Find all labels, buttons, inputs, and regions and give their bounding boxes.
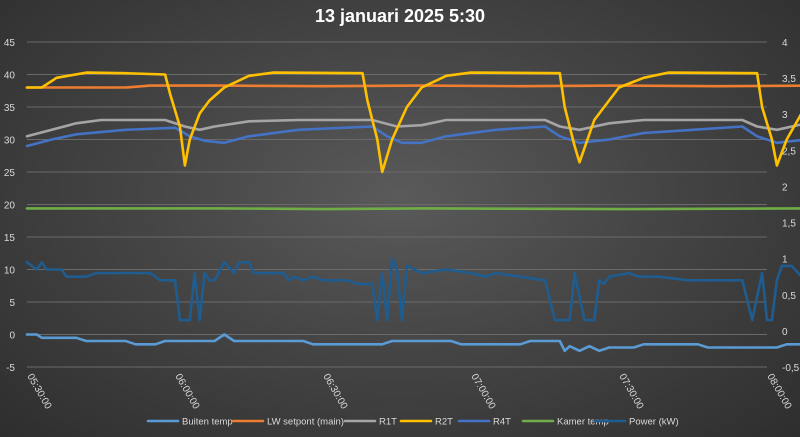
y-left-tick-label: 10	[4, 266, 16, 277]
y-right-tick-label: 2,5	[782, 146, 796, 157]
y-left-tick-label: 30	[4, 136, 16, 147]
series-line	[25, 118, 800, 138]
series-line	[25, 333, 800, 353]
plot-series	[25, 71, 800, 353]
series-line	[25, 71, 800, 174]
chart-title: 13 januari 2025 5:30	[314, 6, 486, 26]
gridlines	[27, 41, 767, 368]
x-tick-label: 07:30:00	[616, 372, 645, 412]
x-tick-label: 07:00:00	[468, 372, 497, 412]
y-right-tick-label: 0,5	[782, 291, 796, 302]
legend-label: R4T	[493, 417, 511, 428]
legend-label: R2T	[435, 417, 453, 428]
x-tick-label: 06:30:00	[320, 372, 349, 412]
x-axis: 05:30:00 06:00:00 06:30:00 07:00:00 07:30:00…	[24, 372, 793, 412]
y-left-tick-label: -5	[6, 363, 15, 374]
series-line	[25, 84, 800, 89]
y-right-tick-label: 3,5	[782, 74, 796, 85]
legend-label: Kamer temp	[557, 417, 609, 428]
x-tick-label: 05:30:00	[24, 372, 53, 412]
legend-label: Power (kW)	[629, 417, 679, 428]
y-left-tick-label: 25	[4, 168, 16, 179]
y-left-tick-label: 5	[9, 298, 15, 309]
y-right-tick-label: 4	[782, 38, 788, 49]
y-axis-left: -5 0 5 10 15 20 25 30 35 40 45	[4, 38, 16, 374]
y-right-tick-label: 3	[782, 110, 788, 121]
x-tick-label: 06:00:00	[172, 372, 201, 412]
y-left-tick-label: 0	[9, 331, 15, 342]
series-line	[25, 257, 800, 322]
y-left-tick-label: 20	[4, 201, 16, 212]
y-right-tick-label: 0	[782, 327, 788, 338]
legend-label: Buiten temp	[182, 417, 233, 428]
y-right-tick-label: 2	[782, 182, 788, 193]
y-right-tick-label: 1	[782, 255, 788, 266]
y-right-tick-label: -0,5	[782, 363, 800, 374]
legend-label: R1T	[379, 417, 397, 428]
x-tick-label: 08:00:00	[764, 372, 793, 412]
y-left-tick-label: 15	[4, 233, 16, 244]
y-left-tick-label: 35	[4, 103, 16, 114]
y-axis-right: -0,5 0 0,5 1 1,5 2 2,5 3 3,5 4	[782, 38, 800, 374]
y-left-tick-label: 45	[4, 38, 16, 49]
y-right-tick-label: 1,5	[782, 219, 796, 230]
series-line	[25, 125, 800, 148]
series-line	[25, 207, 800, 211]
y-left-tick-label: 40	[4, 71, 16, 82]
legend: Buiten temp LW setpont (main) R1T R2T R4T Kam…	[146, 417, 679, 428]
legend-label: LW setpont (main)	[267, 417, 344, 428]
